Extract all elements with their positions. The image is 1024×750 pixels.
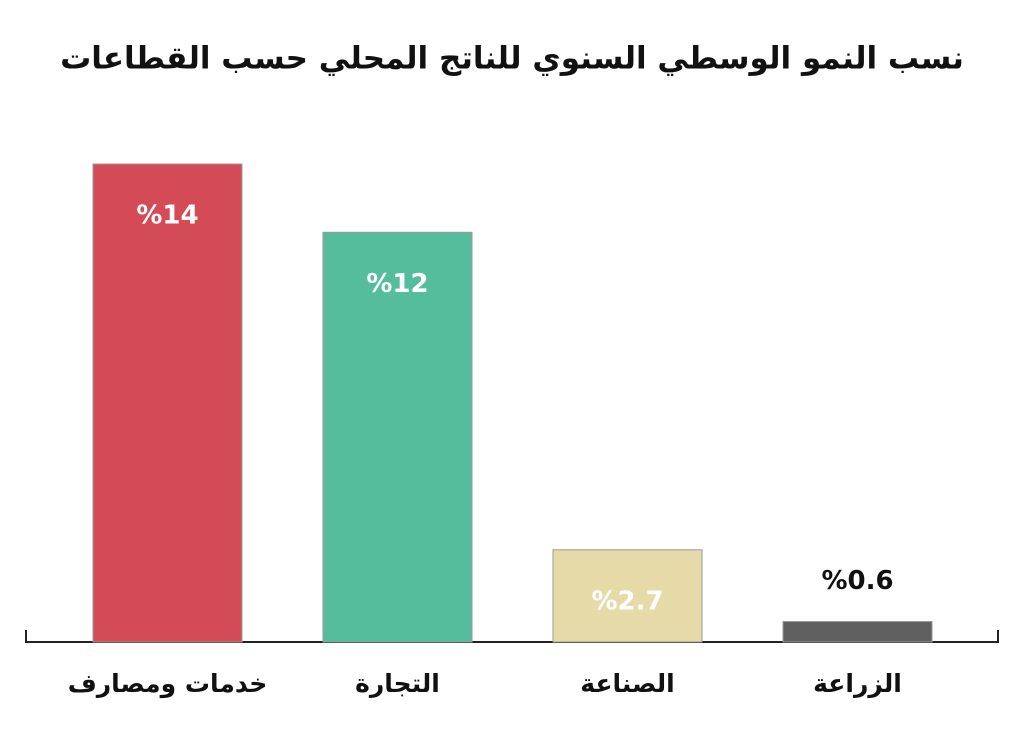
x-tick-label: الزراعة bbox=[813, 669, 902, 699]
value-label: %14 bbox=[136, 201, 198, 231]
value-label: %12 bbox=[366, 269, 428, 299]
x-tick-label: التجارة bbox=[355, 669, 440, 698]
bar bbox=[782, 621, 933, 643]
chart-title: نسب النمو الوسطي السنوي للناتج المحلي حس… bbox=[60, 41, 964, 77]
bar bbox=[552, 549, 703, 643]
x-tick-label: خدمات ومصارف bbox=[68, 669, 268, 699]
value-label: %2.7 bbox=[591, 586, 663, 616]
bar bbox=[322, 231, 473, 643]
bar bbox=[92, 163, 243, 643]
x-tick-label: الصناعة bbox=[580, 669, 674, 698]
x-axis bbox=[25, 630, 999, 643]
value-label: %0.6 bbox=[821, 566, 893, 596]
